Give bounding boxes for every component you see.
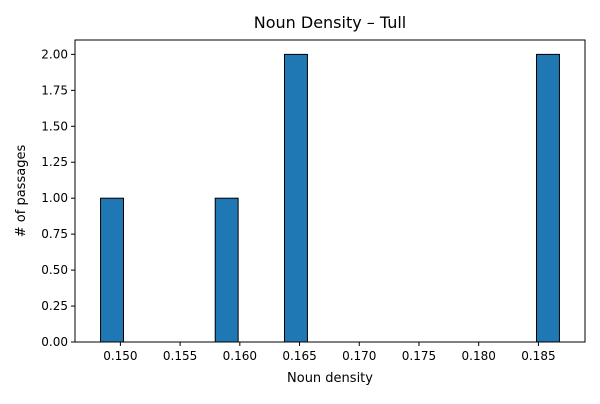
x-tick-label: 0.180 bbox=[462, 349, 496, 363]
y-axis-label: # of passages bbox=[14, 145, 29, 238]
bars-group bbox=[100, 53, 560, 343]
y-axis-ticks: 0.00 0.25 0.50 0.75 1.00 1.25 1.50 1.75 2.00 bbox=[41, 47, 75, 349]
y-tick-label: 0.00 bbox=[41, 335, 68, 349]
x-axis-label: Noun density bbox=[287, 371, 373, 386]
plot-frame bbox=[74, 39, 586, 343]
x-tick-label: 0.160 bbox=[223, 349, 257, 363]
y-tick-label: 0.25 bbox=[41, 299, 68, 313]
x-tick-label: 0.150 bbox=[103, 349, 137, 363]
y-tick-label: 0.50 bbox=[41, 263, 68, 277]
x-tick-label: 0.185 bbox=[521, 349, 555, 363]
y-tick-label: 1.00 bbox=[41, 191, 68, 205]
histogram-bar bbox=[214, 197, 239, 343]
histogram-bar bbox=[283, 53, 308, 343]
chart-title: Noun Density – Tull bbox=[254, 13, 407, 32]
x-axis-ticks: 0.150 0.155 0.160 0.165 0.170 0.175 0.180 0.185 bbox=[103, 342, 556, 363]
x-tick-label: 0.175 bbox=[402, 349, 436, 363]
x-tick-label: 0.170 bbox=[342, 349, 376, 363]
x-tick-label: 0.155 bbox=[163, 349, 197, 363]
x-tick-label: 0.165 bbox=[282, 349, 316, 363]
y-tick-label: 1.25 bbox=[41, 155, 68, 169]
y-tick-label: 0.75 bbox=[41, 227, 68, 241]
y-tick-label: 2.00 bbox=[41, 47, 68, 61]
y-tick-label: 1.50 bbox=[41, 119, 68, 133]
y-tick-label: 1.75 bbox=[41, 83, 68, 97]
histogram-bar bbox=[536, 53, 560, 343]
histogram-bar bbox=[100, 197, 124, 343]
